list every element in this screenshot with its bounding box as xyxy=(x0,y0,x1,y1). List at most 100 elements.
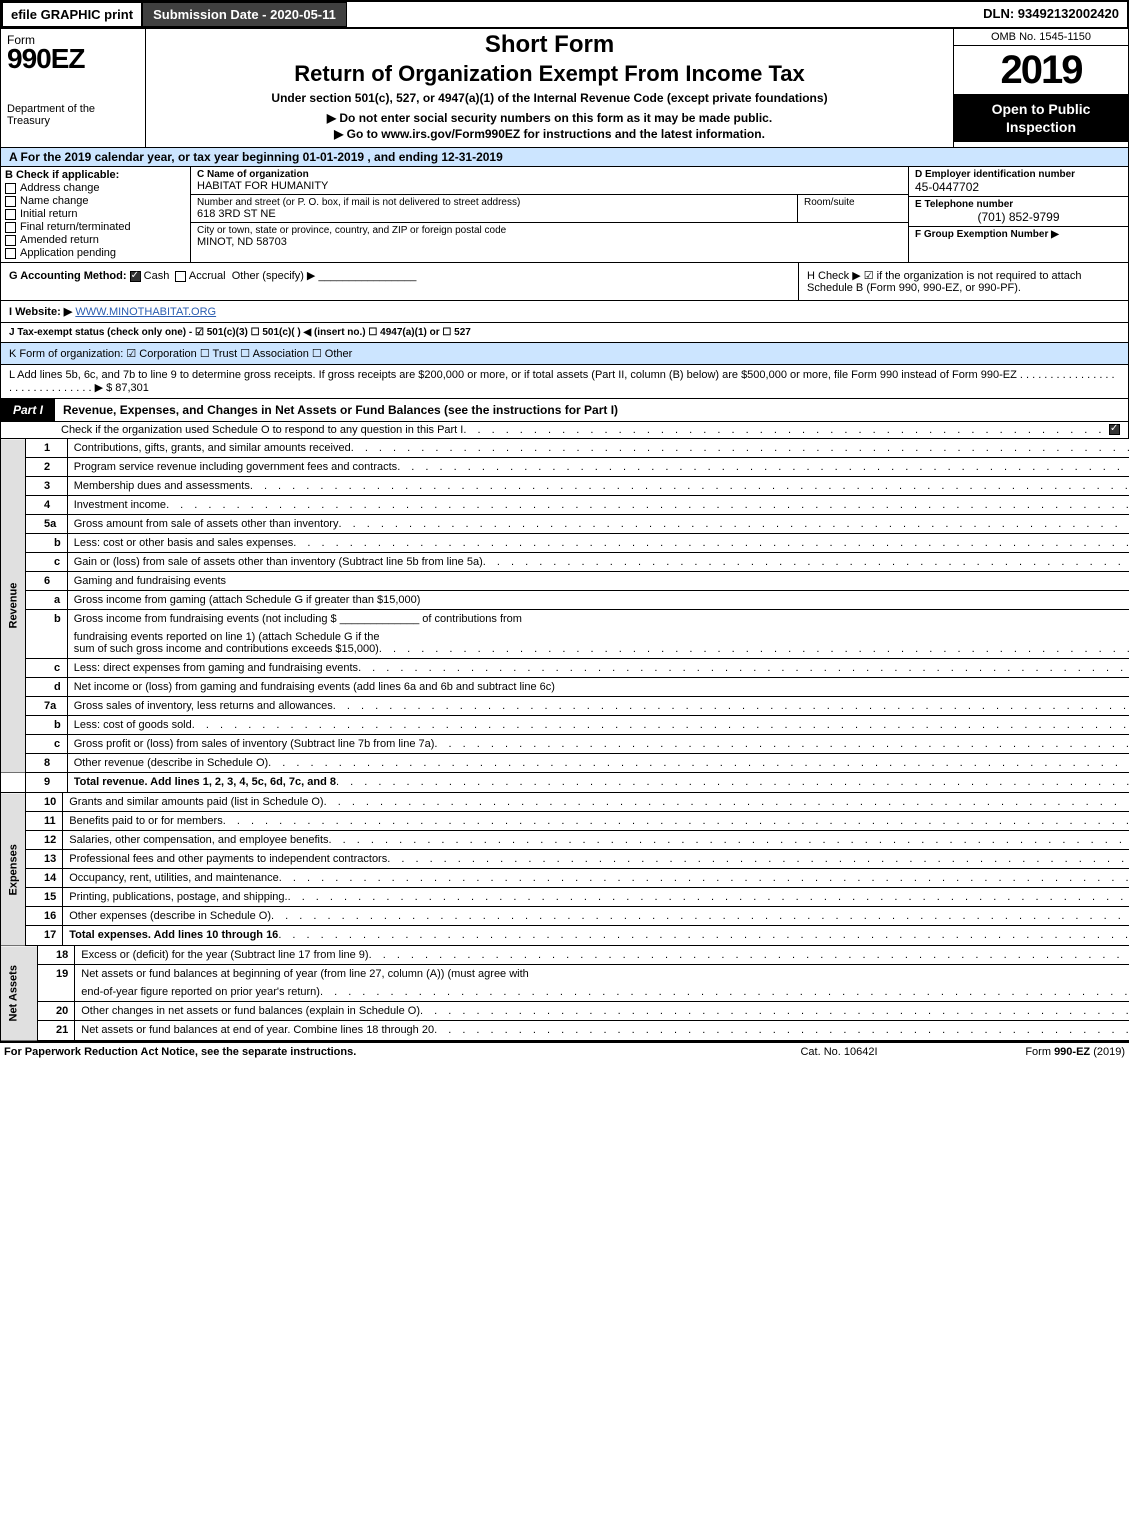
line-desc: Gaming and fundraising events xyxy=(67,572,1129,591)
table-row: 3 Membership dues and assessments 3 xyxy=(1,477,1129,496)
box-c: C Name of organization HABITAT FOR HUMAN… xyxy=(191,167,908,262)
line-num: 1 xyxy=(26,439,68,458)
efile-print-button[interactable]: efile GRAPHIC print xyxy=(2,2,142,27)
phone-value: (701) 852-9799 xyxy=(915,210,1122,224)
chk-name-change[interactable]: Name change xyxy=(5,195,186,207)
line-num: 9 xyxy=(26,773,68,793)
box-d-e-f: D Employer identification number 45-0447… xyxy=(908,167,1128,262)
line-num: 19 xyxy=(38,965,75,984)
line-desc: Gross profit or (loss) from sales of inv… xyxy=(74,738,435,750)
line-num: 21 xyxy=(38,1021,75,1041)
dots xyxy=(420,1005,1129,1017)
table-row: 6 Gaming and fundraising events xyxy=(1,572,1129,591)
part-1-title: Revenue, Expenses, and Changes in Net As… xyxy=(55,399,1128,421)
line-desc: Net assets or fund balances at beginning… xyxy=(75,965,1129,984)
dots xyxy=(329,834,1129,846)
checkbox-checked-icon xyxy=(1109,424,1120,435)
checkbox-icon xyxy=(175,271,186,282)
checkbox-icon xyxy=(5,235,16,246)
box-g: G Accounting Method: Cash Accrual Other … xyxy=(1,263,798,300)
h-text: H Check ▶ ☑ if the organization is not r… xyxy=(807,270,1082,294)
line-num: 20 xyxy=(38,1002,75,1021)
dots xyxy=(379,643,1129,655)
dots xyxy=(369,949,1129,961)
go-to-text: ▶ Go to www.irs.gov/Form990EZ for instru… xyxy=(154,127,945,141)
line-desc: Excess or (deficit) for the year (Subtra… xyxy=(81,949,368,961)
website-link[interactable]: WWW.MINOTHABITAT.ORG xyxy=(75,306,216,318)
line-desc: Benefits paid to or for members xyxy=(69,815,222,827)
street-cell: Number and street (or P. O. box, if mail… xyxy=(191,195,798,222)
table-row: b Less: cost of goods sold 7b xyxy=(1,716,1129,735)
city-row: City or town, state or province, country… xyxy=(191,223,908,250)
expenses-table: Expenses 10 Grants and similar amounts p… xyxy=(0,793,1129,946)
table-row: fundraising events reported on line 1) (… xyxy=(1,628,1129,659)
info-block: B Check if applicable: Address change Na… xyxy=(0,167,1129,263)
line-num: 11 xyxy=(26,812,63,831)
l-row: L Add lines 5b, 6c, and 7b to line 9 to … xyxy=(0,365,1129,399)
room-cell: Room/suite xyxy=(798,195,908,222)
city-label: City or town, state or province, country… xyxy=(197,225,902,236)
chk-label: Initial return xyxy=(20,208,77,220)
line-num: d xyxy=(26,678,68,697)
j-text: J Tax-exempt status (check only one) - ☑… xyxy=(9,327,471,338)
line-desc: Total expenses. Add lines 10 through 16 xyxy=(69,929,278,942)
line-num: 5a xyxy=(26,515,68,534)
table-row: d Net income or (loss) from gaming and f… xyxy=(1,678,1129,697)
dots xyxy=(397,461,1129,473)
header-right: OMB No. 1545-1150 2019 Open to Public In… xyxy=(953,29,1128,147)
net-assets-table: Net Assets 18 Excess or (deficit) for th… xyxy=(0,946,1129,1041)
omb-number: OMB No. 1545-1150 xyxy=(954,29,1128,46)
footer-mid: Cat. No. 10642I xyxy=(749,1046,929,1058)
table-row: c Gross profit or (loss) from sales of i… xyxy=(1,735,1129,754)
phone-label: E Telephone number xyxy=(915,199,1122,210)
line-num: 10 xyxy=(26,793,63,812)
g-other: Other (specify) ▶ xyxy=(232,270,316,282)
line-desc: Contributions, gifts, grants, and simila… xyxy=(74,442,351,454)
table-row: 16 Other expenses (describe in Schedule … xyxy=(1,907,1129,926)
line-desc: Other expenses (describe in Schedule O) xyxy=(69,910,271,922)
table-row: Net Assets 18 Excess or (deficit) for th… xyxy=(1,946,1129,965)
line-desc: Gross sales of inventory, less returns a… xyxy=(74,700,333,712)
blank xyxy=(26,628,68,659)
chk-amended-return[interactable]: Amended return xyxy=(5,234,186,246)
chk-initial-return[interactable]: Initial return xyxy=(5,208,186,220)
tax-year-row: A For the 2019 calendar year, or tax yea… xyxy=(0,148,1129,167)
table-row: 14 Occupancy, rent, utilities, and maint… xyxy=(1,869,1129,888)
checkbox-icon xyxy=(5,222,16,233)
dots xyxy=(338,518,1129,530)
line-num: c xyxy=(26,735,68,754)
line-desc-cont: fundraising events reported on line 1) (… xyxy=(67,628,1129,659)
chk-application-pending[interactable]: Application pending xyxy=(5,247,186,259)
ein-row: D Employer identification number 45-0447… xyxy=(909,167,1128,197)
line-num: 7a xyxy=(26,697,68,716)
line-desc: Professional fees and other payments to … xyxy=(69,853,387,865)
line-num: b xyxy=(26,610,68,629)
dots xyxy=(192,719,1129,731)
dots xyxy=(434,1024,1129,1037)
blank xyxy=(38,983,75,1002)
department-label: Department of the Treasury xyxy=(7,103,139,127)
chk-address-change[interactable]: Address change xyxy=(5,182,186,194)
table-row: 7a Gross sales of inventory, less return… xyxy=(1,697,1129,716)
line-desc: Gross income from fundraising events (no… xyxy=(67,610,1129,629)
line-desc: Gross income from gaming (attach Schedul… xyxy=(67,591,1129,610)
footer-right: Form 990-EZ (2019) xyxy=(929,1046,1129,1058)
form-header: Form 990EZ Department of the Treasury Sh… xyxy=(0,29,1129,148)
ein-label: D Employer identification number xyxy=(915,169,1122,180)
table-row: 13 Professional fees and other payments … xyxy=(1,850,1129,869)
line-num: b xyxy=(26,716,68,735)
tax-year: 2019 xyxy=(954,46,1128,94)
org-name-row: C Name of organization HABITAT FOR HUMAN… xyxy=(191,167,908,195)
table-row: 9 Total revenue. Add lines 1, 2, 3, 4, 5… xyxy=(1,773,1129,793)
dots xyxy=(358,662,1129,674)
expenses-side-label: Expenses xyxy=(1,793,26,946)
line-desc: Printing, publications, postage, and shi… xyxy=(69,891,287,903)
dots xyxy=(166,499,1129,511)
line-desc: Net income or (loss) from gaming and fun… xyxy=(74,681,555,693)
g-accrual: Accrual xyxy=(189,270,226,282)
line-num: 2 xyxy=(26,458,68,477)
chk-final-return[interactable]: Final return/terminated xyxy=(5,221,186,233)
line-num: 15 xyxy=(26,888,63,907)
org-name-value: HABITAT FOR HUMANITY xyxy=(197,180,902,192)
k-text: K Form of organization: ☑ Corporation ☐ … xyxy=(9,348,352,360)
